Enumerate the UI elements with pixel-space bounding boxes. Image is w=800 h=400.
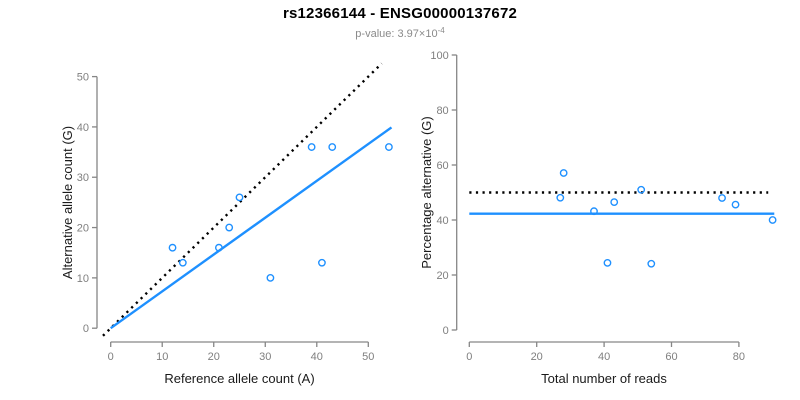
data-point (590, 207, 598, 216)
y-tick-label: 20 (77, 223, 89, 235)
y-tick-label: 40 (436, 215, 448, 227)
y-tick-label: 50 (77, 72, 89, 84)
data-point (385, 143, 393, 151)
y-tick-label: 60 (436, 160, 448, 172)
data-point (266, 273, 275, 282)
data-point (328, 143, 337, 151)
x-tick-label: 10 (156, 351, 168, 363)
data-point (178, 258, 187, 267)
data-point (225, 223, 234, 232)
y-tick-label: 10 (77, 273, 89, 285)
data-point (647, 259, 656, 268)
y-tick-label: 20 (436, 270, 448, 282)
data-point (307, 143, 316, 151)
x-tick-label: 60 (665, 351, 677, 363)
x-tick-label: 0 (466, 351, 472, 363)
pvalue-text: p-value: 3.97×10 (355, 28, 438, 40)
x-tick-label: 0 (108, 351, 114, 363)
data-point (731, 200, 740, 209)
y-tick-label: 30 (77, 172, 89, 184)
data-point (559, 169, 568, 177)
y-tick-label: 40 (77, 122, 89, 134)
pvalue-exponent: -4 (437, 26, 445, 35)
left-x-axis-title: Reference allele count (A) (164, 371, 314, 386)
fit-line (110, 126, 393, 330)
data-point (235, 193, 244, 202)
x-tick-label: 80 (733, 351, 745, 363)
x-tick-label: 30 (259, 351, 271, 363)
data-point (610, 198, 619, 207)
left-y-axis-title: Alternative allele count (G) (60, 126, 75, 279)
data-point (214, 243, 223, 252)
allele-count-scatter-plot: 0 10 20 30 40 50 0 10 20 30 40 50 (77, 62, 393, 363)
data-point (768, 216, 777, 224)
data-point (637, 185, 646, 194)
pvalue-subtitle: p-value: 3.97×10-4 (0, 26, 800, 40)
figure-title: rs12366144 - ENSG00000137672 (282, 5, 518, 22)
y-tick-label: 0 (443, 325, 449, 337)
x-tick-label: 40 (311, 351, 323, 363)
right-x-axis-title: Total number of reads (541, 371, 667, 386)
data-point (556, 193, 565, 202)
data-point (603, 258, 612, 267)
data-point (718, 194, 726, 202)
x-tick-label: 50 (362, 351, 374, 363)
x-tick-label: 40 (598, 351, 610, 363)
figure-header: rs12366144 - ENSG00000137672 p-value: 3.… (0, 5, 800, 40)
right-y-axis-title: Percentage alternative (G) (419, 116, 434, 268)
data-point (318, 258, 326, 267)
y-tick-label: 0 (83, 323, 89, 335)
y-tick-label: 100 (430, 50, 448, 62)
data-point (168, 243, 177, 252)
x-tick-label: 20 (208, 351, 220, 363)
y-tick-label: 80 (436, 105, 448, 117)
identity-dotted-line (102, 62, 383, 337)
percentage-scatter-plot: 0 20 40 60 80 100 0 20 40 60 80 (430, 50, 777, 363)
x-tick-label: 20 (531, 351, 543, 363)
